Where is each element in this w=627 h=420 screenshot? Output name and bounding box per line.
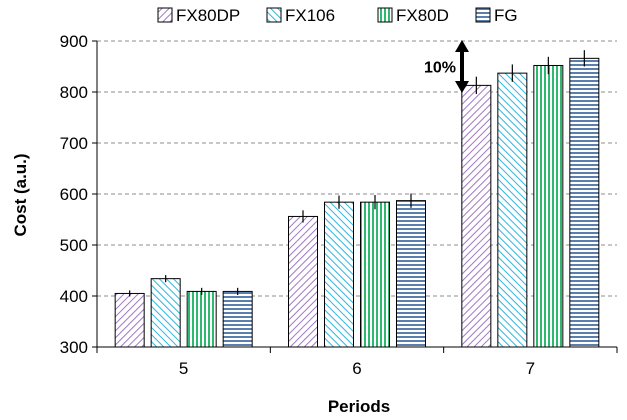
- legend-swatch-FG: [475, 7, 491, 23]
- y-tick-label: 900: [60, 32, 88, 51]
- legend-swatch-FX80D: [377, 7, 393, 23]
- bar-FG-5: [222, 290, 253, 348]
- axes: [92, 40, 618, 353]
- x-tick-label: 5: [179, 359, 188, 378]
- bar-FX80DP-7: [461, 84, 492, 348]
- x-tick-label: 7: [526, 359, 535, 378]
- bar-FG-7: [569, 57, 600, 348]
- legend-label: FX80DP: [176, 6, 240, 25]
- annotation: 10%: [424, 40, 469, 93]
- bar-FX80DP-5: [114, 292, 145, 348]
- legend-swatch-FX80DP: [157, 7, 173, 23]
- legend-label: FG: [494, 6, 518, 25]
- bar-FX106-7: [497, 72, 528, 348]
- legend-swatch-FX106: [266, 7, 282, 23]
- x-axis-title: Periods: [328, 397, 390, 416]
- bars: [114, 50, 600, 348]
- bar-FG-6: [396, 200, 426, 348]
- y-tick-label: 500: [60, 236, 88, 255]
- bar-FX106-6: [324, 201, 354, 348]
- bar-FX80DP-6: [288, 215, 318, 348]
- y-tick-label: 800: [60, 83, 88, 102]
- legend-label: FX106: [285, 6, 335, 25]
- y-tick-label: 400: [60, 287, 88, 306]
- gridlines: [97, 40, 617, 297]
- annotation-label: 10%: [424, 60, 456, 77]
- legend-label: FX80D: [396, 6, 449, 25]
- x-tick-label: 6: [352, 359, 361, 378]
- y-axis-title: Cost (a.u.): [11, 153, 30, 236]
- x-tick-labels: 5 6 7: [179, 359, 535, 378]
- bar-FX80D-5: [186, 290, 217, 348]
- y-tick-label: 700: [60, 134, 88, 153]
- bar-FX80D-7: [533, 64, 564, 348]
- y-tick-label: 600: [60, 185, 88, 204]
- bar-FX106-5: [150, 278, 181, 348]
- legend: FX80DP FX106 FX80D FG: [157, 6, 518, 25]
- annotation-arrow-head-down: [455, 81, 469, 93]
- bar-FX80D-6: [360, 201, 390, 348]
- annotation-arrow-head-up: [455, 40, 469, 52]
- y-tick-labels: 300 400 500 600 700 800 900: [60, 32, 88, 357]
- y-tick-label: 300: [60, 338, 88, 357]
